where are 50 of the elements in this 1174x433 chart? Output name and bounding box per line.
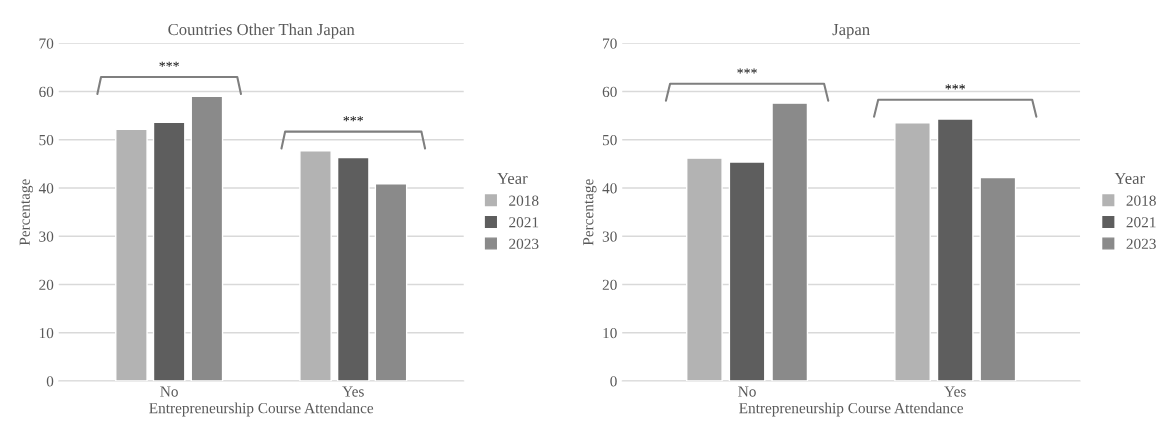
x-tick-label: No [738,386,756,397]
bar [374,183,408,382]
bar [336,156,370,382]
bar [894,122,931,382]
y-tick-label: 70 [39,38,54,49]
y-tick-label: 70 [603,38,617,49]
y-tick-label: 40 [602,183,617,194]
x-tick-label: Yes [342,386,364,397]
bar [936,118,974,382]
y-tick-label: 40 [38,183,54,194]
bar [686,157,723,382]
annotation: *** [343,116,364,122]
y-tick-label: 30 [39,231,54,242]
legend-label: 2023 [1126,238,1156,249]
y-tick-label: 20 [602,279,617,290]
y-tick-label: 60 [602,86,617,97]
y-tick-label: 60 [39,86,54,97]
bar [979,176,1017,382]
y-tick-label: 0 [610,376,617,387]
legend-label: 2021 [1126,217,1156,228]
legend-title: Year [497,172,528,184]
annotation: *** [945,84,965,90]
y-tick-label: 50 [39,134,54,146]
x-tick-label: Yes [944,386,966,397]
legend-label: 2023 [509,238,539,249]
y-tick-label: 50 [602,134,617,146]
chart-title: Countries Other Than Japan [168,23,355,39]
legend-label: 2018 [1126,195,1156,206]
x-tick-label: No [160,386,178,397]
y-tick-label: 30 [602,231,617,242]
bar [190,95,224,382]
y-tick-label: 10 [39,327,54,339]
bar [771,102,809,382]
bar [115,128,148,382]
y-tick-label: 20 [39,279,54,290]
x-axis-title: Entrepreneurship Course Attendance [149,402,374,417]
legend-label: 2018 [509,195,539,206]
legend-label: 2021 [509,217,539,228]
y-tick-label: 10 [603,327,617,339]
chart-title: Japan [832,24,870,39]
bar [152,121,186,382]
legend-title: Year [1114,172,1145,184]
y-axis-title: Percentage [19,179,34,246]
x-axis-title: Entrepreneurship Course Attendance [739,402,964,417]
bar [728,161,766,382]
annotation: *** [159,61,179,67]
bar [299,150,332,382]
annotation: *** [737,68,757,74]
y-axis-title: Percentage [583,179,597,246]
y-tick-label: 0 [46,376,54,387]
